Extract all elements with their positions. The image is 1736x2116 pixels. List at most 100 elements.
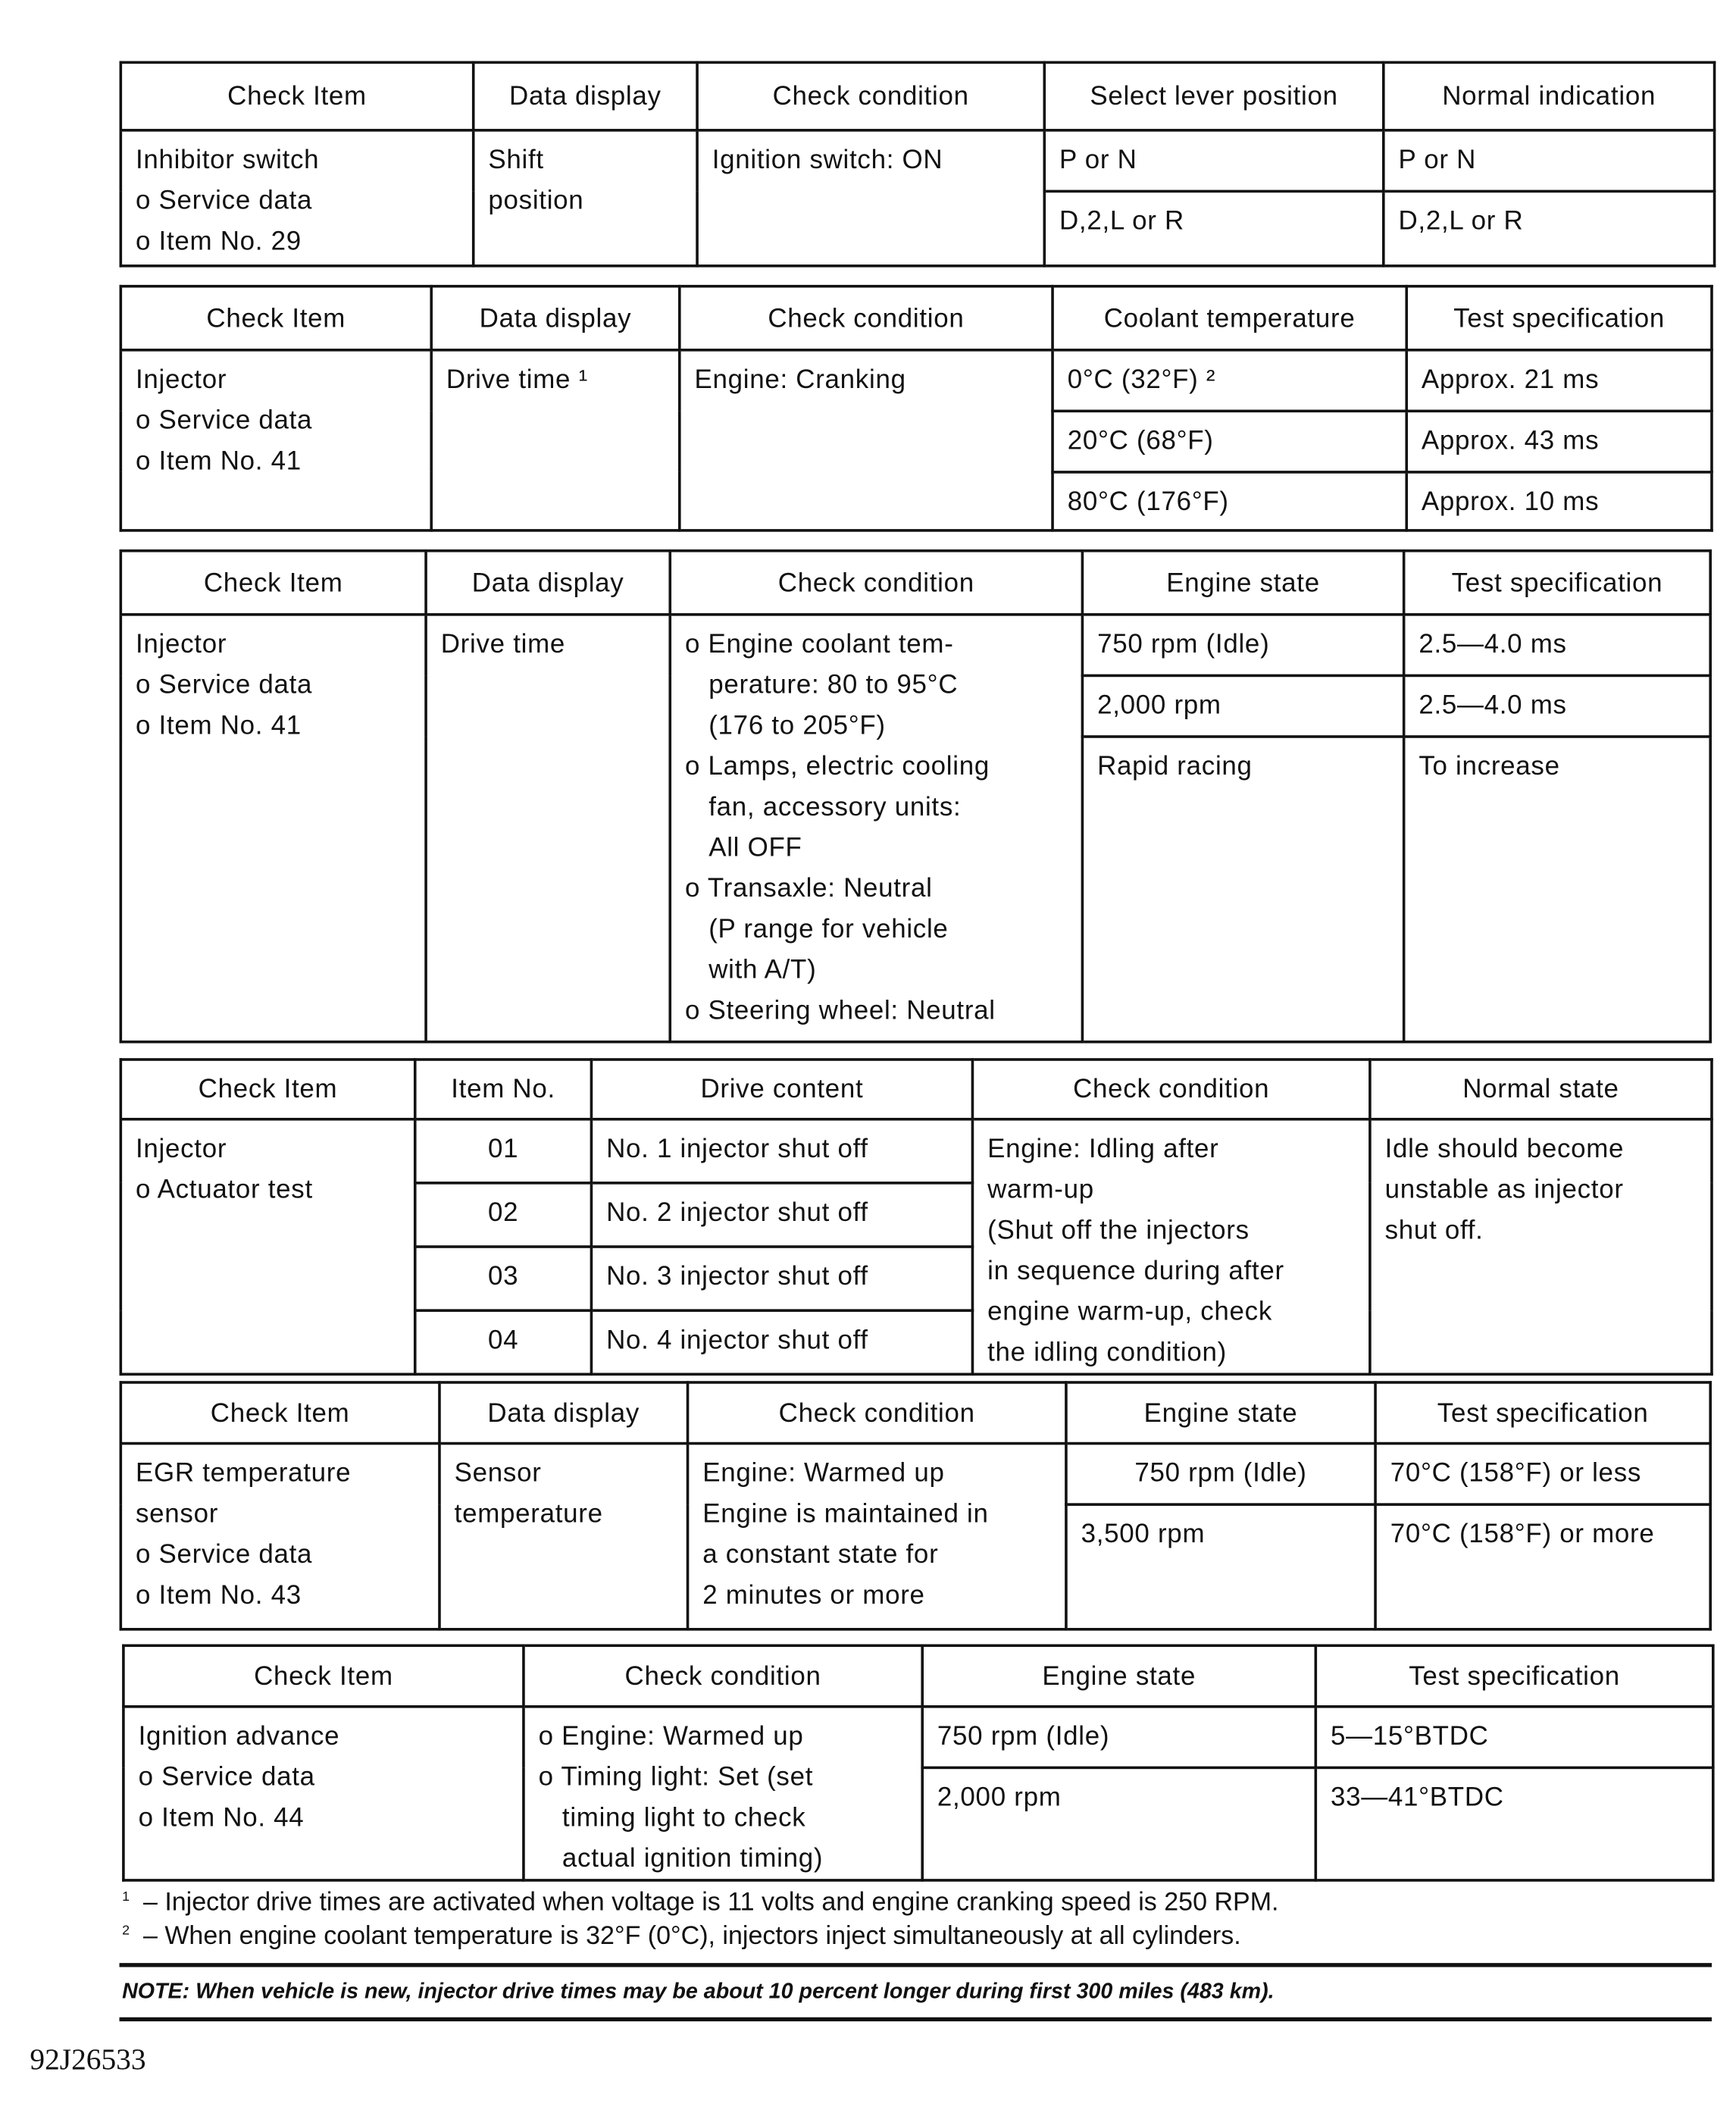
column-header: Test specification (1374, 1381, 1712, 1445)
table-cell: 2.5—4.0 ms (1402, 613, 1712, 678)
spec-table: Check Item Data display Check condition Coo… (119, 284, 1713, 532)
table-cell: Approx. 43 ms (1405, 409, 1713, 474)
table-cell: 2,000 rpm (921, 1766, 1318, 1882)
column-header: Check Item (119, 61, 475, 132)
table-cell: 0°C (32°F) ² (1051, 349, 1409, 413)
header-row: Check Item Data display Check condition Eng… (119, 1381, 1712, 1445)
table-row: EGR temperature sensor o Service data o … (119, 1441, 1712, 1631)
table-cell: 5—15°BTDC (1314, 1705, 1715, 1770)
table-cell: 750 rpm (Idle) (1081, 613, 1406, 678)
figure-id: 92J26533 (30, 2041, 146, 2076)
table-row: Rapid racing To increase (120, 735, 1712, 1044)
spec-table: Check Item Check condition Engine state Tes… (122, 1644, 1715, 1882)
footnote-mark: 1 (122, 1889, 130, 1905)
table-cell: Drive time (424, 613, 672, 1044)
table-cell: o Engine: Warmed up o Timing light: Set … (522, 1705, 924, 1882)
table-cell: 01 (413, 1117, 593, 1185)
table-row: 2,000 rpm 2.5—4.0 ms (120, 674, 1712, 738)
table-cell: 20°C (68°F) (1051, 409, 1409, 474)
table-cell: EGR temperature sensor o Service data o … (119, 1441, 441, 1631)
table-cell: Engine: Warmed up Engine is maintained i… (686, 1441, 1068, 1631)
column-header: Test specification (1402, 549, 1712, 616)
column-header: Check condition (522, 1644, 924, 1708)
footnote-2: 2 – When engine coolant temperature is 32… (122, 1922, 1241, 1952)
column-header: Data display (430, 284, 681, 352)
column-header: Normal indication (1382, 61, 1716, 132)
table-cell: Approx. 10 ms (1405, 471, 1713, 532)
column-header: Check condition (696, 61, 1046, 132)
table-cell: 04 (413, 1309, 593, 1376)
table-cell: No. 2 injector shut off (590, 1182, 974, 1248)
table-row: D,2,L or R D,2,L or R (120, 189, 1716, 268)
header-row: Check Item Data display Check condition Sel… (119, 61, 1716, 132)
note: NOTE: When vehicle is new, injector driv… (122, 1980, 1275, 2004)
column-header: Normal state (1368, 1058, 1713, 1121)
table-cell: To increase (1402, 735, 1712, 1044)
spec-table: Check Item Data display Check condition Sel… (119, 61, 1716, 268)
spec-table: Check Item Data display Check condition Eng… (119, 1381, 1712, 1631)
table-cell: Approx. 21 ms (1405, 349, 1713, 413)
footnote-text: – Injector drive times are activated whe… (142, 1888, 1279, 1917)
column-header: Data display (438, 1381, 690, 1445)
column-header: Test specification (1314, 1644, 1715, 1708)
table-cell: Ignition switch: ON (696, 129, 1046, 268)
table-row: 80°C (176°F) Approx. 10 ms (120, 471, 1713, 532)
table-cell: o Engine coolant tem- perature: 80 to 95… (668, 613, 1084, 1044)
header-row: Check Item Data display Check condition Coo… (119, 284, 1713, 352)
footnote-mark: 2 (122, 1923, 130, 1939)
column-header: Coolant temperature (1051, 284, 1409, 352)
header-row: Check Item Data display Check condition Eng… (119, 549, 1712, 616)
table-cell: 03 (413, 1245, 593, 1312)
table-cell: Engine: Idling after warm-up (Shut off t… (971, 1117, 1372, 1376)
table-cell: Rapid racing (1081, 735, 1406, 1044)
table-cell: 70°C (158°F) or more (1374, 1503, 1712, 1631)
column-header: Engine state (921, 1644, 1318, 1708)
table-cell: 750 rpm (Idle) (1065, 1441, 1377, 1506)
table-row: Injector o Service data o Item No. 41 Dri… (119, 349, 1713, 532)
table-row: 2,000 rpm 33—41°BTDC (124, 1766, 1715, 1882)
table-cell: 2.5—4.0 ms (1402, 674, 1712, 738)
table-row: Ignition advance o Service data o Item N… (122, 1705, 1715, 1882)
table-cell: 70°C (158°F) or less (1374, 1441, 1712, 1506)
table-row: Inhibitor switch o Service data o Item N… (119, 129, 1716, 268)
table-row: 04 No. 4 injector shut off (120, 1309, 1712, 1376)
table-cell: No. 3 injector shut off (590, 1245, 974, 1312)
table-row: 03 No. 3 injector shut off (120, 1245, 1712, 1312)
column-header: Item No. (413, 1058, 593, 1121)
divider (119, 1963, 1712, 1967)
table-cell: Sensor temperature (438, 1441, 690, 1631)
table-cell: P or N (1043, 129, 1385, 193)
table-cell: Injector o Actuator test (119, 1117, 417, 1376)
table-row: Injector o Service data o Item No. 41 Dri… (119, 613, 1712, 1044)
table-cell: Injector o Service data o Item No. 41 (119, 613, 427, 1044)
column-header: Check condition (971, 1058, 1372, 1121)
table-cell: Drive time ¹ (430, 349, 681, 532)
table-cell: Ignition advance o Service data o Item N… (122, 1705, 525, 1882)
table-cell: 33—41°BTDC (1314, 1766, 1715, 1882)
spec-table: Check Item Data display Check condition Eng… (119, 549, 1712, 1044)
table-row: Injector o Actuator test 01 No. 1 injector… (119, 1117, 1713, 1376)
header-row: Check Item Check condition Engine state Tes… (122, 1644, 1715, 1708)
column-header: Select lever position (1043, 61, 1385, 132)
table-cell: D,2,L or R (1382, 189, 1716, 268)
column-header: Check Item (119, 284, 433, 352)
divider (119, 2017, 1712, 2022)
header-row: Check Item Item No. Drive content Check con… (119, 1058, 1713, 1121)
column-header: Check Item (119, 1058, 417, 1121)
column-header: Data display (471, 61, 699, 132)
column-header: Drive content (590, 1058, 974, 1121)
column-header: Check condition (668, 549, 1084, 616)
column-header: Check Item (122, 1644, 525, 1708)
column-header: Check condition (686, 1381, 1068, 1445)
column-header: Engine state (1081, 549, 1406, 616)
table-cell: 3,500 rpm (1065, 1503, 1377, 1631)
table-cell: 80°C (176°F) (1051, 471, 1409, 532)
table-cell: D,2,L or R (1043, 189, 1385, 268)
table-cell: Shift position (471, 129, 699, 268)
spec-table: Check Item Item No. Drive content Check con… (119, 1058, 1713, 1376)
table-cell: 750 rpm (Idle) (921, 1705, 1318, 1770)
table-row: 20°C (68°F) Approx. 43 ms (120, 409, 1713, 474)
table-cell: 2,000 rpm (1081, 674, 1406, 738)
table-cell: 02 (413, 1182, 593, 1248)
